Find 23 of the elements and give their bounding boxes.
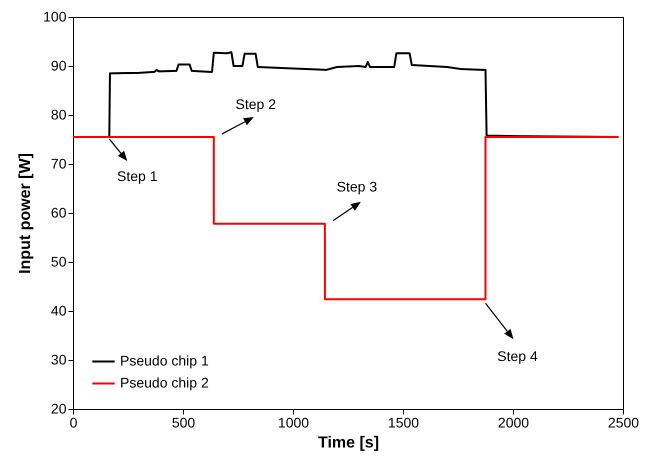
y-tick-label: 60 bbox=[50, 204, 67, 220]
x-tick-label: 0 bbox=[70, 414, 78, 430]
x-tick-label: 2500 bbox=[608, 414, 640, 430]
annotation: Step 2 bbox=[236, 96, 276, 112]
annotation: Step 3 bbox=[336, 178, 378, 194]
y-tick-label: 50 bbox=[50, 254, 67, 270]
x-tick-label: 2000 bbox=[498, 414, 530, 430]
y-tick-label: 80 bbox=[50, 106, 67, 122]
x-axis-title: Time [s] bbox=[318, 434, 380, 452]
x-tick-label: 1500 bbox=[388, 414, 420, 430]
y-tick-label: 40 bbox=[50, 302, 67, 318]
legend-label: Pseudo chip 2 bbox=[120, 374, 209, 390]
y-tick-label: 100 bbox=[43, 8, 67, 24]
y-tick-label: 20 bbox=[50, 400, 67, 416]
annotation: Step 4 bbox=[497, 348, 538, 364]
annotation: Step 1 bbox=[117, 168, 158, 184]
y-tick-label: 90 bbox=[50, 58, 67, 74]
x-tick-label: 1000 bbox=[278, 414, 310, 430]
y-tick-label: 70 bbox=[50, 156, 67, 172]
y-axis-title: Input power [W] bbox=[17, 153, 34, 274]
legend-label: Pseudo chip 1 bbox=[120, 352, 209, 368]
x-tick-label: 500 bbox=[172, 414, 196, 430]
y-tick-label: 30 bbox=[50, 352, 67, 368]
